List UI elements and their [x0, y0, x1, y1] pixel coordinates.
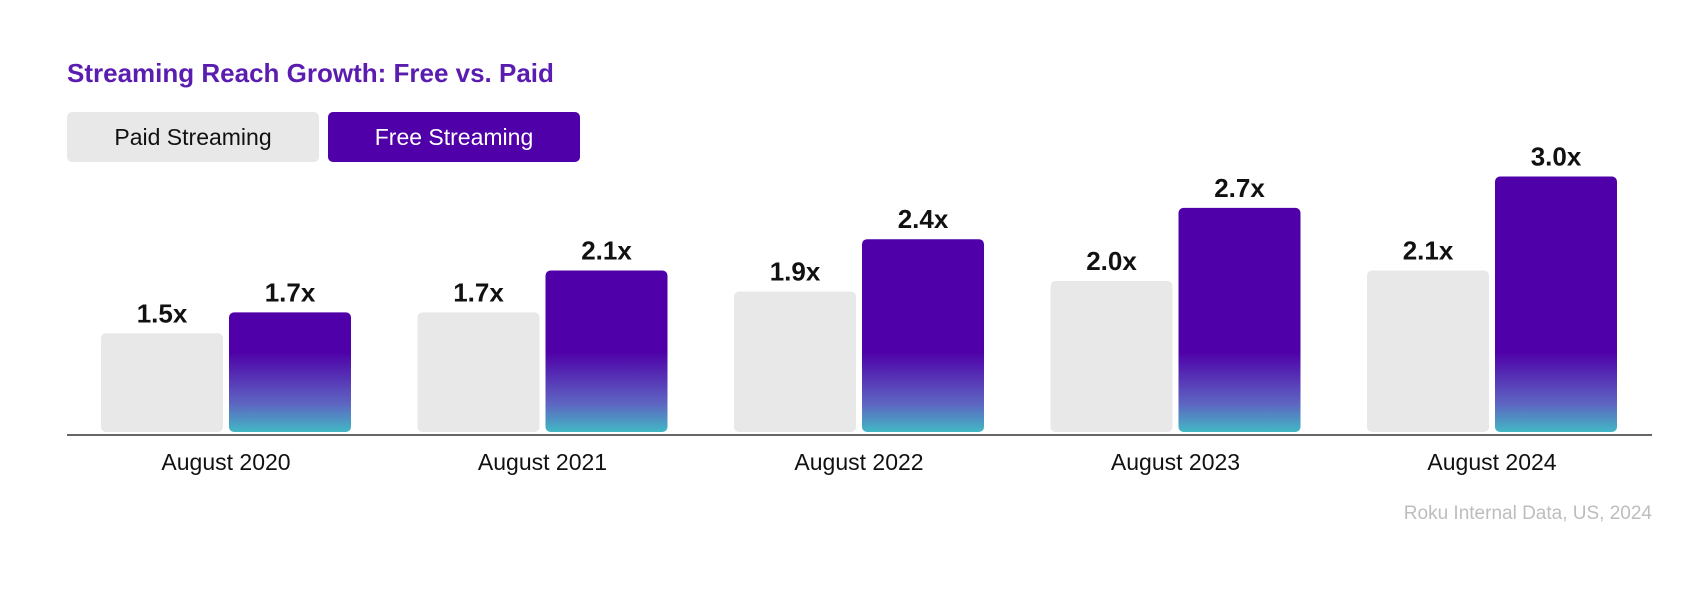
bar-paid-3 [734, 291, 856, 432]
data-label-free-4: 2.7x [1214, 173, 1265, 203]
bar-paid-1 [101, 333, 223, 432]
bar-paid-5 [1367, 270, 1489, 432]
bar-free-1 [229, 312, 351, 432]
chart-title: Streaming Reach Growth: Free vs. Paid [67, 58, 554, 88]
x-tick-label-4: August 2023 [1111, 449, 1240, 475]
x-tick-label-3: August 2022 [794, 449, 923, 475]
data-label-free-3: 2.4x [898, 204, 949, 234]
data-label-paid-5: 2.1x [1403, 236, 1454, 266]
source-note: Roku Internal Data, US, 2024 [1403, 503, 1652, 524]
bars-group [101, 176, 1617, 432]
bar-paid-2 [417, 312, 540, 432]
x-tick-label-2: August 2021 [478, 449, 607, 475]
legend-paid-streaming: Paid Streaming [67, 112, 319, 162]
bar-free-5 [1495, 176, 1617, 432]
labels-group: 1.5x 1.7x August 2020 1.7x 2.1x August 2021 1.… [137, 142, 1582, 476]
legend-free-streaming: Free Streaming [328, 112, 580, 162]
bar-free-3 [862, 239, 984, 432]
data-label-paid-4: 2.0x [1086, 246, 1137, 276]
x-tick-label-5: August 2024 [1427, 449, 1556, 475]
data-label-paid-2: 1.7x [453, 277, 504, 307]
x-tick-label-1: August 2020 [161, 449, 290, 475]
data-label-paid-3: 1.9x [770, 256, 821, 286]
bar-free-2 [545, 270, 668, 432]
data-label-free-2: 2.1x [581, 236, 632, 266]
bar-free-4 [1178, 207, 1301, 432]
data-label-free-5: 3.0x [1531, 142, 1582, 172]
bar-paid-4 [1050, 281, 1173, 432]
data-label-free-1: 1.7x [265, 277, 316, 307]
data-label-paid-1: 1.5x [137, 298, 188, 328]
